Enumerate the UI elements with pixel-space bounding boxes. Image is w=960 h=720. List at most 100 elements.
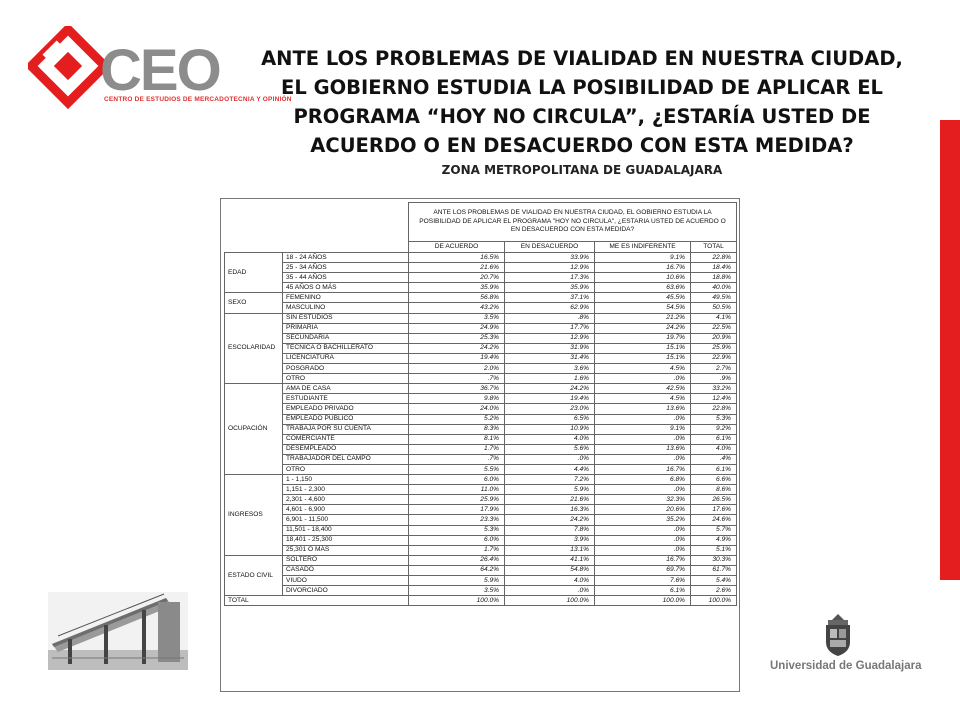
column-header: ME ES INDIFERENTE xyxy=(594,241,691,253)
column-header: TOTAL xyxy=(689,241,738,253)
value-cell: 9.8% xyxy=(408,393,505,405)
row-label: 25,301 O MÁS xyxy=(282,544,409,556)
slide-title: ANTE LOS PROBLEMAS DE VIALIDAD EN NUESTR… xyxy=(248,44,916,160)
value-cell: 22.8% xyxy=(689,251,738,264)
table-row: DIVORCIADO 3.5% .0% 6.1% 2.6% xyxy=(225,585,738,597)
value-cell: 4.9% xyxy=(689,534,738,546)
value-cell: 4.0% xyxy=(504,433,595,445)
row-label: 45 AÑOS O MÁS xyxy=(282,282,409,294)
value-cell: 20.9% xyxy=(689,332,738,344)
value-cell: 9.1% xyxy=(594,251,691,264)
table-row: SEXO FEMENINO 56.8% 37.1% 45.5% 49.5% xyxy=(224,292,738,314)
value-cell: 1.6% xyxy=(504,373,595,385)
value-cell: 4.0% xyxy=(504,574,595,587)
ceo-logo: CEO xyxy=(28,26,222,110)
value-cell: 6.6% xyxy=(689,474,738,486)
value-cell: 30.3% xyxy=(689,554,738,566)
value-cell: 24.2% xyxy=(504,514,595,526)
value-cell: 21.6% xyxy=(504,494,595,506)
column-header: EN DESACUERDO xyxy=(504,241,595,253)
total-value-cell: 100.0% xyxy=(594,595,691,607)
value-cell: 6.5% xyxy=(504,413,595,425)
table-row: LICENCIATURA 19.4% 31.4% 15.1% 22.9% xyxy=(225,352,738,365)
value-cell: 25.9% xyxy=(408,494,505,506)
value-cell: 43.2% xyxy=(408,302,505,314)
table-corner xyxy=(224,202,409,253)
value-cell: 31.4% xyxy=(504,352,595,365)
value-cell: 25.3% xyxy=(408,332,505,344)
value-cell: .0% xyxy=(594,544,691,556)
table-row: 25,301 O MÁS 1.7% 13.1% .0% 5.1% xyxy=(225,544,738,556)
table-row: EDAD 18 - 24 AÑOS 16.5% 33.9% 9.1% 22.8% xyxy=(224,251,738,294)
row-label: 1,151 - 2,300 xyxy=(282,484,409,496)
value-cell: 4.0% xyxy=(689,443,738,455)
value-cell: 4.5% xyxy=(594,363,691,375)
value-cell: 13.1% xyxy=(504,544,595,556)
value-cell: 37.1% xyxy=(504,292,595,304)
table-row: EMPLEADO PÚBLICO 5.2% 6.5% .0% 5.3% xyxy=(225,413,738,425)
total-value-cell: 100.0% xyxy=(408,595,505,607)
row-label: PRIMARIA xyxy=(282,322,409,334)
value-cell: 23.3% xyxy=(408,514,505,526)
value-cell: 24.0% xyxy=(408,403,505,415)
title-line: EL GOBIERNO ESTUDIA LA POSIBILIDAD DE AP… xyxy=(281,76,883,99)
value-cell: 2.6% xyxy=(689,585,738,597)
value-cell: 4.4% xyxy=(504,463,595,476)
value-cell: 5.7% xyxy=(689,524,738,536)
red-side-bar xyxy=(940,120,960,580)
title-line: ACUERDO O EN DESACUERDO CON ESTA MEDIDA? xyxy=(310,134,854,157)
value-cell: 62.9% xyxy=(504,302,595,314)
value-cell: 8.6% xyxy=(689,484,738,496)
value-cell: 19.7% xyxy=(594,332,691,344)
value-cell: 7.6% xyxy=(594,574,691,587)
value-cell: 36.7% xyxy=(408,383,505,395)
row-label: CASADO xyxy=(282,564,409,577)
value-cell: 18.4% xyxy=(689,262,738,274)
value-cell: 33.9% xyxy=(504,251,595,264)
value-cell: 61.7% xyxy=(689,564,738,577)
value-cell: .0% xyxy=(594,413,691,425)
value-cell: 5.1% xyxy=(689,544,738,556)
value-cell: 5.2% xyxy=(408,413,505,425)
value-cell: .4% xyxy=(689,453,738,465)
value-cell: 17.6% xyxy=(689,504,738,516)
value-cell: 64.2% xyxy=(408,564,505,577)
column-header: DE ACUERDO xyxy=(408,241,505,253)
value-cell: 18.8% xyxy=(689,272,738,284)
table-row: TRABAJADOR DEL CAMPO .7% .0% .0% .4% xyxy=(225,453,738,465)
value-cell: 17.7% xyxy=(504,322,595,334)
row-label: TRABAJADOR DEL CAMPO xyxy=(282,453,409,465)
total-value-cell: 100.0% xyxy=(504,595,595,607)
total-label: TOTAL xyxy=(224,595,409,607)
value-cell: 6.8% xyxy=(594,474,691,486)
row-label: LICENCIATURA xyxy=(282,352,409,365)
row-label: AMA DE CASA xyxy=(282,383,409,395)
row-label: TÉCNICA O BACHILLERATO xyxy=(282,342,409,354)
row-label: TRABAJA POR SU CUENTA xyxy=(282,423,409,435)
row-label: EMPLEADO PRIVADO xyxy=(282,403,409,415)
value-cell: 26.4% xyxy=(408,554,505,566)
row-label: 4,601 - 6,900 xyxy=(282,504,409,516)
value-cell: 24.2% xyxy=(408,342,505,354)
value-cell: 5.3% xyxy=(689,413,738,425)
value-cell: 12.9% xyxy=(504,262,595,274)
value-cell: 7.2% xyxy=(504,474,595,486)
value-cell: 3.6% xyxy=(504,363,595,375)
value-cell: 6.0% xyxy=(408,474,505,486)
pedestrian-bridge-photo xyxy=(48,592,188,670)
value-cell: 3.9% xyxy=(504,534,595,546)
value-cell: 22.9% xyxy=(689,352,738,365)
value-cell: 16.3% xyxy=(504,504,595,516)
value-cell: 5.9% xyxy=(504,484,595,496)
value-cell: .9% xyxy=(689,373,738,385)
table-row: OCUPACIÓN AMA DE CASA 36.7% 24.2% 42.5% 33.2% xyxy=(224,383,738,476)
row-label: 35 - 44 AÑOS xyxy=(282,272,409,284)
value-cell: 45.5% xyxy=(594,292,691,304)
category-label: EDAD xyxy=(224,251,283,294)
value-cell: 54.8% xyxy=(504,564,595,577)
logo-subtitle: CENTRO DE ESTUDIOS DE MERCADOTECNIA Y OP… xyxy=(104,96,292,103)
value-cell: .0% xyxy=(594,524,691,536)
value-cell: .0% xyxy=(594,453,691,465)
value-cell: 24.2% xyxy=(504,383,595,395)
value-cell: 6.1% xyxy=(594,585,691,597)
